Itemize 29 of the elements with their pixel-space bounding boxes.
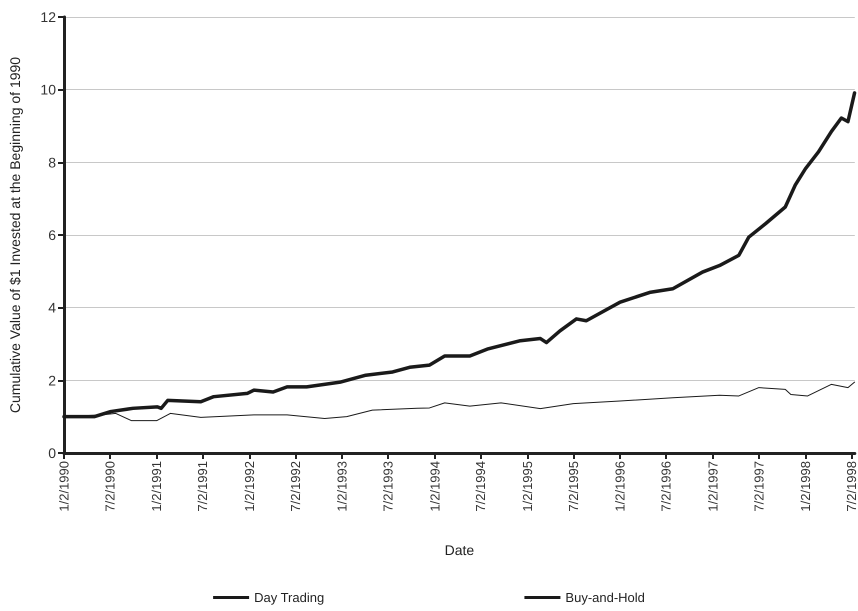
x-tick-label: 1/2/1995 <box>520 461 535 512</box>
x-axis-title: Date <box>444 542 474 558</box>
x-tick-label: 1/2/1991 <box>149 461 164 512</box>
x-tick-label: 7/2/1992 <box>288 461 303 512</box>
x-tick-label: 7/2/1998 <box>844 461 858 512</box>
x-tick-label: 7/2/1995 <box>566 461 581 512</box>
x-tick-label: 7/2/1990 <box>102 461 118 512</box>
x-tick-label: 7/2/1994 <box>473 461 488 512</box>
y-tick-label: 6 <box>48 227 56 243</box>
y-tick-label: 2 <box>48 372 56 388</box>
x-tick-label: 1/2/1998 <box>798 461 814 512</box>
x-tick-label: 7/2/1997 <box>751 461 766 512</box>
x-tick-label: 1/2/1993 <box>334 461 350 512</box>
y-tick-label: 4 <box>48 300 56 316</box>
x-tick-label: 7/2/1996 <box>658 461 674 512</box>
y-tick-label: 0 <box>48 445 56 461</box>
x-tick-label: 1/2/1994 <box>427 461 442 512</box>
x-tick-label: 7/2/1991 <box>195 461 210 512</box>
legend-label: Day Trading <box>254 590 324 605</box>
x-tick-label: 1/2/1992 <box>242 461 257 512</box>
x-tick-label: 1/2/1997 <box>705 461 720 512</box>
y-tick-label: 10 <box>40 82 56 98</box>
x-tick-label: 7/2/1993 <box>380 461 396 512</box>
y-axis-title: Cumulative Value of $1 Invested at the Beginning of 1990 <box>7 56 23 414</box>
legend-label: Buy-and-Hold <box>565 590 645 605</box>
y-tick-label: 12 <box>40 9 56 25</box>
x-tick-label: 1/2/1990 <box>56 461 72 512</box>
y-tick-label: 8 <box>48 154 56 170</box>
x-tick-label: 1/2/1996 <box>612 461 628 512</box>
